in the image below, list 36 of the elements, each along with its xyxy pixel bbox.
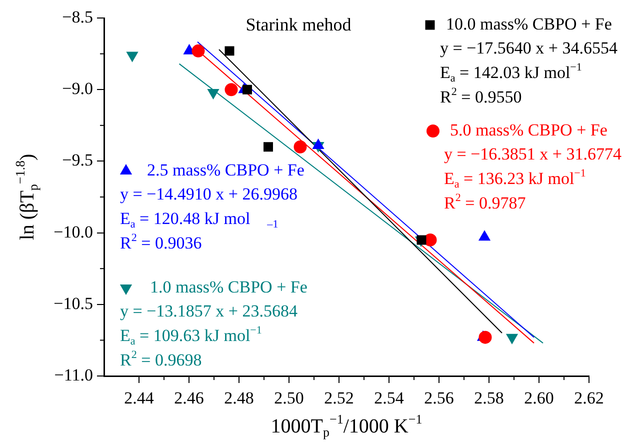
x-tick-label: 2.50 [274, 388, 304, 408]
annotation: y = −14.4910 x + 26.9968 [120, 184, 298, 204]
annotation: y = −17.5640 x + 34.6554 [440, 38, 618, 58]
y-tick-label: −9.5 [62, 150, 93, 170]
point [242, 84, 252, 94]
annotation: y = −16.3851 x + 31.6774 [444, 144, 622, 164]
point [294, 140, 307, 154]
x-tick-label: 2.56 [424, 388, 454, 408]
annotation: y = −13.1857 x + 23.5684 [120, 301, 298, 320]
x-tick-label: 2.48 [224, 388, 254, 408]
point [224, 46, 234, 56]
y-axis-title: ln (βTp−1.8) [12, 154, 40, 240]
y-tick-label: −10.0 [54, 222, 93, 242]
x-tick-label: 2.52 [324, 388, 354, 408]
point [264, 142, 273, 152]
legend-label: 5.0 mass% CBPO + Fe [450, 120, 608, 140]
x-tick-label: 2.44 [124, 388, 154, 408]
point [506, 334, 518, 344]
legend-label: 10.0 mass% CBPO + Fe [446, 14, 612, 34]
point [478, 330, 492, 344]
y-tick-label: −8.5 [62, 7, 93, 26]
point [192, 44, 205, 58]
x-tick-label: 2.46 [174, 388, 204, 408]
chart-title: Starink mehod [246, 14, 352, 35]
x-tick-label: 2.58 [474, 388, 504, 408]
legend-label: 1.0 mass% CBPO + Fe [150, 277, 308, 296]
point [208, 88, 219, 99]
point [224, 83, 238, 96]
x-tick-label: 2.62 [574, 388, 604, 408]
point [478, 230, 490, 241]
y-tick-label: −11.0 [54, 365, 93, 384]
legend-label: 2.5 mass% CBPO + Fe [147, 160, 304, 180]
y-tick-label: −10.5 [54, 294, 93, 313]
x-tick-label: 2.54 [374, 388, 404, 408]
x-tick-label: 2.60 [524, 388, 554, 408]
y-tick-label: −9.0 [62, 79, 93, 98]
